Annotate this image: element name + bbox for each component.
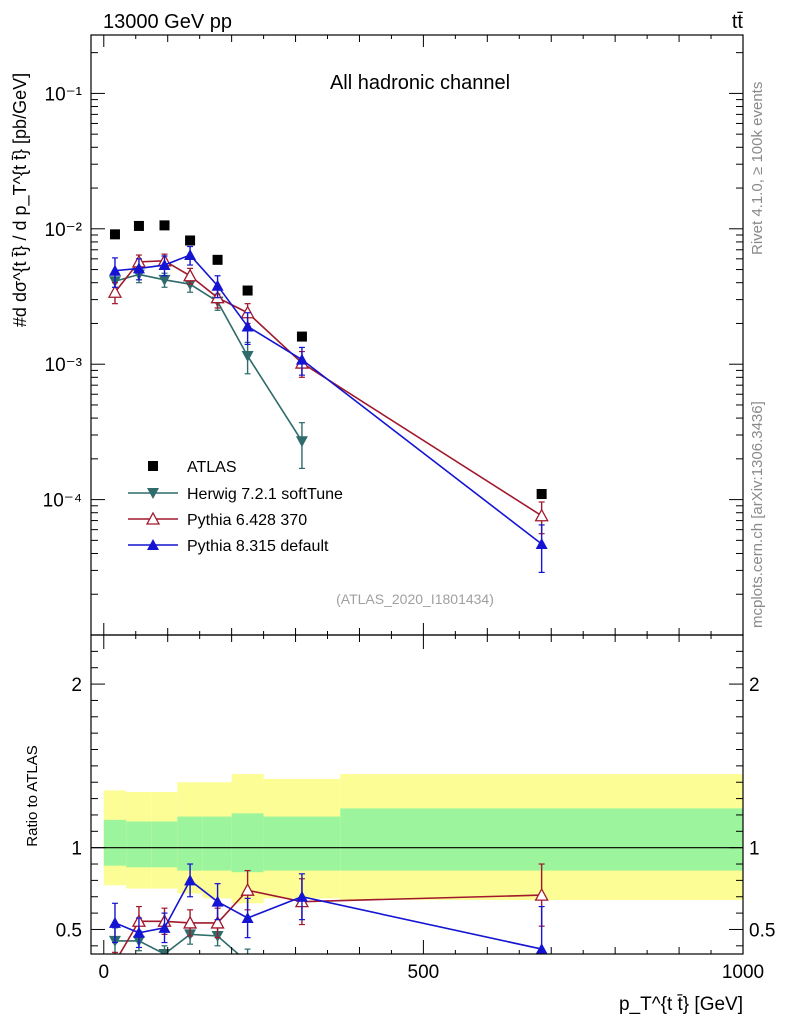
- legend-label-herwig-7-2-1-softtune: Herwig 7.2.1 softTune: [187, 486, 343, 503]
- point-atlas: [296, 331, 307, 342]
- inner-uncertainty-band: [263, 816, 341, 871]
- main-y-tick-label: 10⁻³: [45, 355, 83, 376]
- ratio-y-tick-label-right: 0.5: [749, 920, 775, 941]
- point-herwig-7-2-1-softtune: [241, 350, 254, 362]
- ratio-panel: 0 500 1000 0.5 0.5 1 1 2 2: [56, 634, 775, 983]
- point-pythia-8-315-default: [211, 279, 224, 291]
- main-y-axis-label-text: #d dσ^{t t̄} / d p_T^{t t̄} [pb/GeV]: [10, 73, 31, 327]
- legend-marker-herwig-7-2-1-softtune: [147, 488, 159, 499]
- ratio-point-pythia-8-315-default: [295, 890, 308, 902]
- point-pythia-8-315-default: [108, 264, 121, 276]
- ratio-y-tick-label-right: 1: [749, 839, 760, 860]
- point-pythia-8-315-default: [184, 249, 197, 261]
- legend-marker-pythia-8-315-default: [147, 539, 159, 550]
- point-atlas: [109, 229, 120, 240]
- ratio-y-axis-label: Ratio to ATLAS: [24, 745, 41, 846]
- legend: ATLAS Herwig 7.2.1 softTune Pythia 6.428 3…: [128, 459, 343, 555]
- point-atlas: [159, 220, 170, 231]
- legend-label-pythia-8-315-default: Pythia 8.315 default: [187, 538, 329, 555]
- point-pythia-6-428-370: [534, 508, 549, 522]
- point-herwig-7-2-1-softtune: [295, 436, 308, 448]
- rivet-version-label: Rivet 4.1.0, ≥ 100k events: [749, 82, 766, 255]
- inner-uncertainty-band: [202, 816, 232, 871]
- ratio-y-tick-label-right: 2: [749, 675, 760, 696]
- main-plot-marks: [107, 220, 549, 573]
- main-y-tick-label: 10⁻²: [45, 220, 83, 241]
- point-pythia-6-428-370: [107, 284, 123, 298]
- point-pythia-8-315-default: [295, 353, 308, 365]
- main-y-tick-label: 10⁻⁴: [43, 491, 82, 512]
- ratio-point-pythia-8-315-default: [241, 912, 254, 924]
- ratio-point-pythia-6-428-370: [182, 915, 198, 929]
- line-herwig-7-2-1-softtune: [114, 273, 303, 442]
- main-y-tick-label: 10⁻¹: [45, 84, 83, 105]
- main-title: All hadronic channel: [330, 72, 510, 94]
- x-tick-label: 1000: [722, 962, 764, 983]
- point-pythia-8-315-default: [158, 259, 171, 271]
- legend-marker-atlas: [148, 461, 158, 471]
- legend-item-atlas: ATLAS: [148, 459, 237, 476]
- ratio-point-pythia-8-315-default: [132, 926, 145, 938]
- inner-uncertainty-band: [103, 819, 127, 866]
- inner-uncertainty-band: [231, 813, 264, 873]
- ratio-line-herwig-7-2-1-softtune: [114, 933, 240, 954]
- ratio-point-pythia-8-315-default: [158, 921, 171, 933]
- x-axis-label: p_T^{t t̄} [GeV]: [619, 994, 743, 1015]
- ratio-line-pythia-8-315-default: [114, 879, 542, 950]
- mcplots-credit-label: mcplots.cern.ch [arXiv:1306.3436]: [749, 401, 766, 628]
- ratio-plot-frame: [90, 634, 744, 955]
- legend-item-pythia-8-315-default: Pythia 8.315 default: [128, 538, 329, 555]
- legend-item-pythia-6-428-370: Pythia 6.428 370: [128, 511, 307, 529]
- process-label: tt̄: [732, 11, 744, 33]
- series-pythia-8-315-default: [108, 245, 548, 573]
- ratio-point-pythia-8-315-default: [108, 916, 121, 928]
- point-atlas: [536, 488, 547, 499]
- legend-item-herwig-7-2-1-softtune: Herwig 7.2.1 softTune: [128, 486, 343, 503]
- line-pythia-8-315-default: [114, 254, 543, 545]
- point-atlas: [133, 220, 144, 231]
- ratio-y-tick-label-left: 1: [71, 839, 82, 860]
- point-pythia-8-315-default: [241, 320, 254, 332]
- line-pythia-6-428-370: [114, 260, 543, 517]
- main-panel: 10⁻¹ 10⁻² 10⁻³ 10⁻⁴ All hadronic channel (A…: [43, 34, 744, 636]
- point-atlas: [242, 285, 253, 296]
- ratio-point-pythia-8-315-default: [535, 943, 548, 954]
- legend-label-atlas: ATLAS: [187, 459, 237, 476]
- ratio-point-pythia-8-315-default: [211, 895, 224, 907]
- ratio-axis-ticks: 0 500 1000 0.5 0.5 1 1 2 2: [56, 635, 775, 983]
- energy-label: 13000 GeV pp: [103, 11, 232, 33]
- ratio-point-pythia-6-428-370: [534, 887, 549, 901]
- inner-uncertainty-band: [340, 808, 743, 871]
- main-axis-ticks: 10⁻¹ 10⁻² 10⁻³ 10⁻⁴: [43, 35, 744, 636]
- inner-uncertainty-band: [126, 821, 152, 868]
- series-atlas: [109, 220, 547, 499]
- ratio-point-pythia-6-428-370: [210, 915, 225, 929]
- point-pythia-8-315-default: [535, 537, 548, 549]
- series-herwig-7-2-1-softtune: [108, 266, 308, 469]
- ratio-point-pythia-8-315-default: [184, 874, 197, 886]
- ratio-point-pythia-6-428-370: [240, 882, 255, 896]
- ratio-plot-marks: [108, 863, 549, 968]
- point-pythia-6-428-370: [182, 268, 198, 282]
- point-atlas: [212, 254, 223, 265]
- point-atlas: [185, 235, 196, 246]
- ratio-series-pythia-8-315-default: [108, 863, 548, 954]
- legend-marker-pythia-6-428-370: [145, 511, 161, 525]
- x-tick-label: 500: [408, 962, 440, 983]
- inner-uncertainty-band: [151, 821, 178, 868]
- main-y-axis-label: #d dσ^{t t̄} / d p_T^{t t̄} [pb/GeV]: [10, 73, 31, 327]
- point-pythia-8-315-default: [132, 262, 145, 274]
- legend-label-pythia-6-428-370: Pythia 6.428 370: [187, 512, 307, 529]
- point-herwig-7-2-1-softtune: [158, 274, 171, 286]
- analysis-watermark: (ATLAS_2020_I1801434): [336, 591, 494, 607]
- ratio-point-herwig-7-2-1-softtune: [242, 957, 254, 968]
- ratio-y-tick-label-left: 0.5: [56, 920, 82, 941]
- inner-uncertainty-band: [177, 816, 203, 871]
- ratio-point-pythia-6-428-370: [109, 956, 121, 967]
- x-tick-label: 0: [98, 962, 109, 983]
- ratio-series-group: [108, 863, 549, 968]
- ratio-y-tick-label-left: 2: [71, 675, 82, 696]
